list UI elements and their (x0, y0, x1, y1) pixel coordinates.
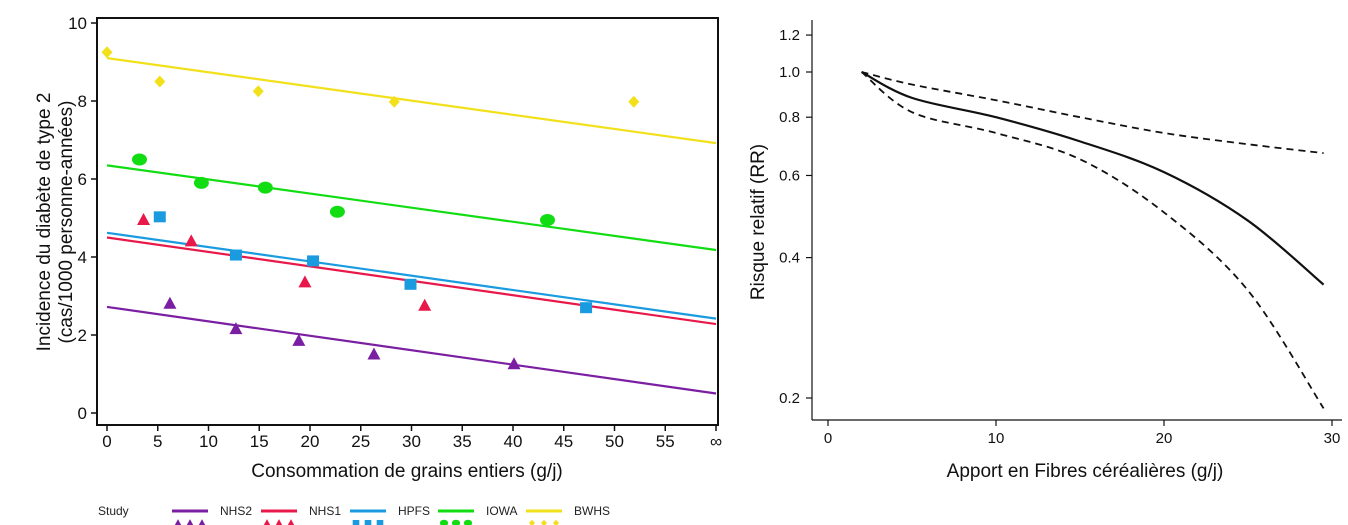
fit-line-hpfs (106, 231, 717, 320)
right-ticks: 0 10 20 30 0.2 0.4 0.6 0.8 1.0 1.2 (779, 27, 1340, 447)
point-bwhs (154, 75, 166, 88)
legend-marker-hpfs (364, 519, 372, 525)
point-nhs2 (229, 322, 243, 335)
legend-marker-bwhs (552, 519, 560, 525)
x-tick-label: 45 (554, 432, 573, 451)
point-nhs1 (298, 275, 312, 288)
point-bwhs (628, 95, 640, 108)
point-nhs2 (507, 357, 521, 370)
right-x-axis-label: Apport en Fibres céréalières (g/j) (947, 461, 1224, 482)
left-plot-frame (96, 17, 719, 426)
point-bwhs (101, 46, 113, 59)
x-tick-label: 15 (250, 432, 269, 451)
right-y-tick-label: 1.0 (779, 64, 800, 81)
legend-marker-nhs2 (174, 519, 182, 525)
x-tick-label: ∞ (710, 432, 722, 451)
y-tick-label: 8 (78, 92, 87, 111)
left-x-axis-label: Consommation de grains entiers (g/j) (251, 461, 563, 482)
right-y-tick-label: 0.2 (779, 390, 800, 407)
x-tick-label: 25 (351, 432, 370, 451)
right-y-tick-label: 0.4 (779, 250, 800, 267)
fit-line-nhs2 (106, 305, 717, 395)
left-y-axis-label-line2: (cas/1000 personne-années) (56, 101, 77, 344)
legend-marker-nhs2 (186, 519, 194, 525)
right-x-tick-label: 0 (824, 430, 832, 447)
legend-marker-bwhs (528, 519, 536, 525)
left-y-axis-label-line1: Incidence du diabète de type 2 (34, 93, 55, 352)
x-tick-label: 20 (301, 432, 320, 451)
point-iowa (329, 205, 345, 218)
legend: Study NHS2 NHS1 HPFS IOWA BWHS (98, 504, 610, 525)
y-tick-label: 10 (68, 14, 87, 33)
ci-curve-1 (861, 71, 1324, 155)
right-y-tick-label: 0.6 (779, 167, 800, 184)
x-tick-label: 40 (504, 432, 523, 451)
rr-curve (861, 71, 1325, 286)
point-hpfs (307, 255, 320, 267)
point-iowa (131, 153, 147, 166)
ci-curve-2 (861, 71, 1325, 409)
legend-marker-nhs1 (275, 519, 283, 525)
point-nhs1 (137, 212, 151, 225)
point-iowa (193, 176, 209, 189)
point-nhs2 (163, 296, 177, 309)
legend-marker-hpfs (376, 519, 384, 525)
legend-marker-iowa (439, 519, 449, 525)
right-x-tick-label: 10 (988, 430, 1005, 447)
point-iowa (540, 213, 556, 226)
left-chart: 0 5 10 15 20 25 30 35 40 45 50 55 ∞ 0 2 4 6 8 10 Consommat… (34, 14, 722, 525)
legend-label-nhs1: NHS1 (309, 504, 341, 518)
point-hpfs (404, 278, 417, 290)
point-nhs1 (184, 234, 198, 247)
legend-marker-nhs2 (198, 519, 206, 525)
right-x-tick-label: 20 (1156, 430, 1173, 447)
legend-marker-iowa (451, 519, 461, 525)
right-y-axis-label: Risque relatif (RR) (748, 144, 769, 300)
left-ticks: 0 5 10 15 20 25 30 35 40 45 50 55 ∞ 0 2 4 6 8 10 (68, 14, 722, 451)
right-curves (861, 71, 1325, 409)
legend-marker-bwhs (540, 519, 548, 525)
right-x-tick-label: 30 (1324, 430, 1341, 447)
point-bwhs (388, 95, 400, 108)
x-tick-label: 35 (453, 432, 472, 451)
legend-marker-nhs1 (263, 519, 271, 525)
right-y-tick-label: 0.8 (779, 109, 800, 126)
x-tick-label: 10 (199, 432, 218, 451)
x-tick-label: 55 (656, 432, 675, 451)
point-bwhs (252, 85, 264, 98)
fit-line-bwhs (106, 57, 717, 145)
x-tick-label: 30 (402, 432, 421, 451)
point-nhs2 (292, 333, 306, 346)
point-iowa (257, 181, 273, 194)
legend-label-iowa: IOWA (486, 504, 518, 518)
left-fit-lines (106, 57, 717, 395)
legend-label-bwhs: BWHS (574, 504, 610, 518)
y-tick-label: 0 (78, 404, 87, 423)
x-tick-label: 5 (153, 432, 162, 451)
point-nhs1 (418, 298, 432, 311)
point-hpfs (153, 211, 166, 223)
legend-marker-hpfs (352, 519, 360, 525)
y-tick-label: 2 (78, 326, 87, 345)
fit-line-iowa (106, 164, 717, 252)
y-tick-label: 6 (78, 170, 87, 189)
point-hpfs (580, 302, 593, 314)
legend-label-hpfs: HPFS (398, 504, 430, 518)
x-tick-label: 0 (102, 432, 111, 451)
left-data-points (101, 46, 640, 370)
legend-marker-nhs1 (287, 519, 295, 525)
right-y-tick-label: 1.2 (779, 27, 800, 44)
legend-marker-iowa (463, 519, 473, 525)
x-tick-label: 50 (605, 432, 624, 451)
legend-label-nhs2: NHS2 (220, 504, 252, 518)
point-nhs2 (367, 347, 381, 360)
y-tick-label: 4 (78, 248, 87, 267)
legend-title: Study (98, 504, 129, 518)
point-hpfs (229, 249, 242, 261)
